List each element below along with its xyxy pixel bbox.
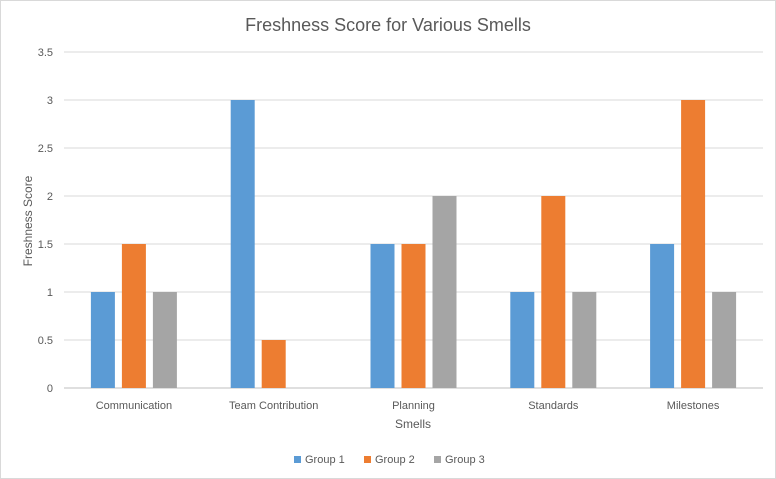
y-tick-label: 2.5	[38, 143, 53, 155]
bar	[401, 244, 426, 388]
y-tick-label: 2	[47, 191, 53, 203]
bar	[650, 244, 675, 388]
bar	[510, 292, 535, 388]
bar	[90, 292, 115, 388]
legend-swatch	[294, 456, 301, 463]
bar	[541, 196, 566, 388]
bar	[152, 292, 177, 388]
x-axis-title: Smells	[395, 417, 431, 431]
bar	[681, 100, 706, 388]
bar	[432, 196, 457, 388]
legend-label: Group 1	[305, 454, 345, 466]
x-tick-label: Planning	[392, 400, 435, 412]
bar	[261, 340, 286, 388]
x-tick-label: Communication	[96, 400, 172, 412]
legend-label: Group 3	[445, 454, 485, 466]
chart-title: Freshness Score for Various Smells	[245, 15, 531, 35]
y-tick-label: 0.5	[38, 335, 53, 347]
legend: Group 1 Group 2 Group 3	[294, 454, 485, 466]
bar	[121, 244, 146, 388]
bar	[230, 100, 255, 388]
x-tick-label: Standards	[528, 400, 579, 412]
y-tick-label: 0	[47, 383, 53, 395]
y-tick-label: 3	[47, 95, 53, 107]
legend-label: Group 2	[375, 454, 415, 466]
bar	[370, 244, 395, 388]
bar	[712, 292, 737, 388]
y-tick-label: 1	[47, 287, 53, 299]
x-axis-ticks: Communication Team Contribution Planning St…	[96, 400, 720, 412]
x-tick-label: Team Contribution	[229, 400, 318, 412]
y-axis-ticks: 0 0.5 1 1.5 2 2.5 3 3.5	[38, 47, 53, 395]
legend-swatch	[434, 456, 441, 463]
legend-swatch	[364, 456, 371, 463]
y-axis-title: Freshness Score	[21, 175, 35, 266]
bars	[90, 100, 737, 388]
bar	[572, 292, 597, 388]
x-tick-label: Milestones	[667, 400, 720, 412]
y-tick-label: 1.5	[38, 239, 53, 251]
y-tick-label: 3.5	[38, 47, 53, 59]
